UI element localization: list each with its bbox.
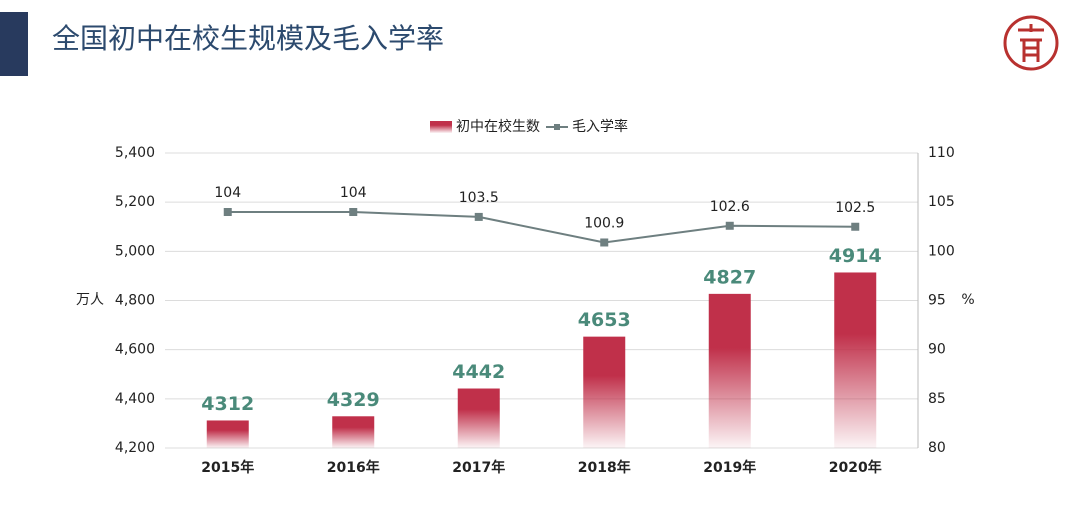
y-tick-label: 5,000 [115,243,155,259]
y2-tick-label: 80 [928,440,946,456]
line [227,211,856,244]
bar-value-label: 4329 [327,389,380,411]
line-marker [349,208,358,216]
x-tick-label: 2015年 [201,459,254,476]
line-value-label: 104 [214,185,241,201]
y2-tick-label: 90 [928,342,946,358]
y-tick-label: 4,600 [115,342,155,358]
line-value-label: 103.5 [459,190,499,206]
line-value-label: 102.5 [835,200,875,216]
bar-value-label: 4827 [703,266,756,288]
logo [1003,15,1059,71]
y2-tick-label: 85 [928,391,946,407]
bar [332,416,375,448]
line-marker [600,238,609,247]
x-tick-label: 2020年 [829,459,882,476]
y2-tick-label: 100 [928,243,955,259]
line-value-label: 102.6 [710,199,750,215]
line-value-label: 100.9 [584,215,624,231]
line-marker [474,212,483,221]
line-marker [223,208,232,216]
y2-axis-label: % [961,292,974,308]
bar-value-label: 4653 [578,309,631,331]
bar [583,336,626,448]
x-tick-label: 2016年 [327,459,380,476]
y-tick-label: 4,800 [115,293,155,309]
y-tick-label: 4,200 [115,440,155,456]
x-tick-label: 2019年 [703,459,756,476]
x-tick-label: 2017年 [452,459,505,476]
line-value-label: 104 [340,185,367,201]
bar-value-label: 4312 [201,393,254,415]
y2-tick-label: 105 [928,194,955,210]
chart-title: 全国初中在校生规模及毛入学率 [52,22,444,55]
title-accent [0,12,28,76]
y2-tick-label: 110 [928,145,955,161]
line-marker [725,221,734,230]
bar-value-label: 4914 [829,245,882,267]
bar [834,272,877,448]
bar-value-label: 4442 [452,361,505,383]
y-axis-label: 万人 [76,292,104,308]
bar [708,293,751,448]
line-marker [851,222,860,231]
bar [206,420,249,448]
x-tick-label: 2018年 [578,459,631,476]
legend-swatch [430,121,452,133]
y-tick-label: 5,400 [115,145,155,161]
y-tick-label: 5,200 [115,194,155,210]
legend-label: 毛入学率 [572,118,628,135]
legend-marker [554,124,560,130]
legend-label: 初中在校生数 [456,118,540,135]
bar [457,388,500,448]
y-tick-label: 4,400 [115,391,155,407]
y2-tick-label: 95 [928,293,946,309]
